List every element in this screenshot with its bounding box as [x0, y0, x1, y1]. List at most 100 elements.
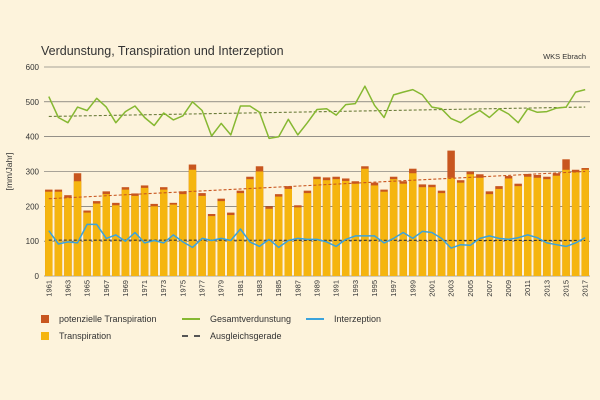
bar-transpiration [303, 193, 312, 276]
x-tick-label: 1985 [274, 280, 283, 297]
x-tick-label: 2001 [427, 280, 436, 297]
bar-transpiration [380, 191, 388, 276]
bar-transpiration [284, 188, 292, 276]
bar-transpiration [543, 179, 551, 276]
y-tick-label: 100 [26, 237, 40, 246]
bar-transpiration [294, 207, 302, 276]
bar-transpiration [476, 177, 484, 276]
bar-transpiration [131, 195, 139, 276]
x-tick-label: 1999 [408, 280, 417, 297]
legend-item-transpiration: Transpiration [41, 331, 111, 341]
line-gesamtverdunstung [48, 85, 586, 140]
bar-transpiration [428, 187, 436, 276]
x-tick-label: 1963 [63, 280, 72, 297]
bar-transpiration [552, 175, 561, 276]
bar-transpiration [255, 171, 264, 276]
x-tick-label: 2007 [485, 280, 494, 297]
bar-transpiration [437, 193, 446, 276]
legend-swatch-transpiration [41, 332, 49, 340]
x-tick-label: 1965 [83, 280, 92, 297]
x-tick-label: 1995 [370, 280, 379, 297]
x-tick-label: 1967 [102, 280, 111, 297]
legend-item-potenzielle: potenzielle Transpiration [41, 314, 157, 324]
x-tick-label: 2013 [542, 280, 551, 297]
y-tick-label: 500 [26, 98, 40, 107]
x-tick-label: 1987 [293, 280, 302, 297]
bar-transpiration [169, 204, 178, 276]
bar-transpiration [274, 196, 283, 276]
bar-transpiration [140, 187, 149, 276]
legend-item-ausgleich: Ausgleichsgerade [182, 331, 282, 341]
bar-transpiration [207, 216, 216, 276]
x-tick-label: 2009 [504, 280, 513, 297]
y-tick-label: 300 [26, 168, 40, 177]
bar-transpiration [246, 179, 254, 276]
x-tick-label: 1973 [159, 280, 168, 297]
bar-transpiration [524, 176, 532, 276]
x-tick-label: 2015 [562, 280, 571, 297]
bar-transpiration [571, 172, 580, 276]
x-tick-label: 1991 [332, 280, 341, 297]
bar-transpiration [456, 182, 465, 276]
bar-transpiration [533, 177, 542, 276]
x-tick-label: 2003 [447, 280, 456, 297]
bar-transpiration [342, 180, 350, 276]
bar-transpiration [562, 169, 570, 276]
x-tick-label: 1993 [351, 280, 360, 297]
legend-label-potenzielle: potenzielle Transpiration [59, 314, 157, 324]
legend-item-gesamt: Gesamtverdunstung [182, 314, 291, 324]
bar-transpiration [322, 180, 331, 276]
x-tick-label: 1971 [140, 280, 149, 297]
x-tick-label: 1975 [178, 280, 187, 297]
bar-transpiration [54, 191, 63, 276]
bar-transpiration [581, 169, 589, 276]
x-tick-label: 1989 [313, 280, 322, 297]
bar-transpiration [351, 183, 360, 276]
bar-transpiration [45, 191, 53, 276]
bar-transpiration [179, 194, 187, 276]
y-tick-label: 600 [26, 63, 40, 72]
trend-line [48, 106, 586, 118]
bar-transpiration [198, 195, 206, 276]
legend-label-ausgleich: Ausgleichsgerade [210, 331, 282, 341]
x-tick-label: 2011 [523, 280, 532, 296]
chart-title: Verdunstung, Transpiration und Interzept… [41, 44, 284, 58]
bar-transpiration [102, 194, 110, 276]
y-tick-label: 0 [35, 272, 40, 281]
bar-transpiration [370, 185, 379, 276]
legend-label-transpiration: Transpiration [59, 331, 112, 341]
legend-item-interzeption: Interzeption [306, 314, 381, 324]
bar-transpiration [83, 212, 91, 276]
bar-transpiration [485, 194, 494, 276]
bar-transpiration [514, 186, 522, 276]
legend-label-gesamt: Gesamtverdunstung [210, 314, 292, 324]
bar-transpiration [188, 169, 197, 276]
bar-transpiration [361, 168, 369, 276]
bar-transpiration [121, 189, 130, 276]
y-tick-label: 200 [26, 202, 40, 211]
bar-transpiration [265, 208, 273, 276]
bar-transpiration [447, 177, 455, 276]
bar-transpiration [64, 197, 72, 276]
bar-transpiration [466, 174, 474, 276]
x-tick-label: 1997 [389, 280, 398, 297]
legend-swatch-potenzielle [41, 315, 49, 323]
x-tick-label: 1977 [198, 280, 207, 297]
bar-transpiration [236, 193, 245, 276]
bar-transpiration [504, 178, 513, 276]
bar-transpiration [73, 181, 82, 276]
bar-transpiration [389, 179, 398, 276]
station-label: WKS Ebrach [543, 52, 586, 61]
bar-transpiration [227, 215, 235, 276]
x-tick-label: 2005 [466, 280, 475, 297]
bar-transpiration [399, 183, 407, 276]
legend-label-interzeption: Interzeption [334, 314, 382, 324]
line-interzeption [48, 223, 586, 249]
x-tick-label: 2017 [581, 280, 590, 297]
bar-transpiration [409, 173, 417, 276]
bar-transpiration [332, 179, 340, 276]
bar-transpiration [160, 189, 168, 276]
legend-swatch-interzeption [306, 318, 324, 320]
x-tick-label: 1969 [121, 280, 130, 297]
